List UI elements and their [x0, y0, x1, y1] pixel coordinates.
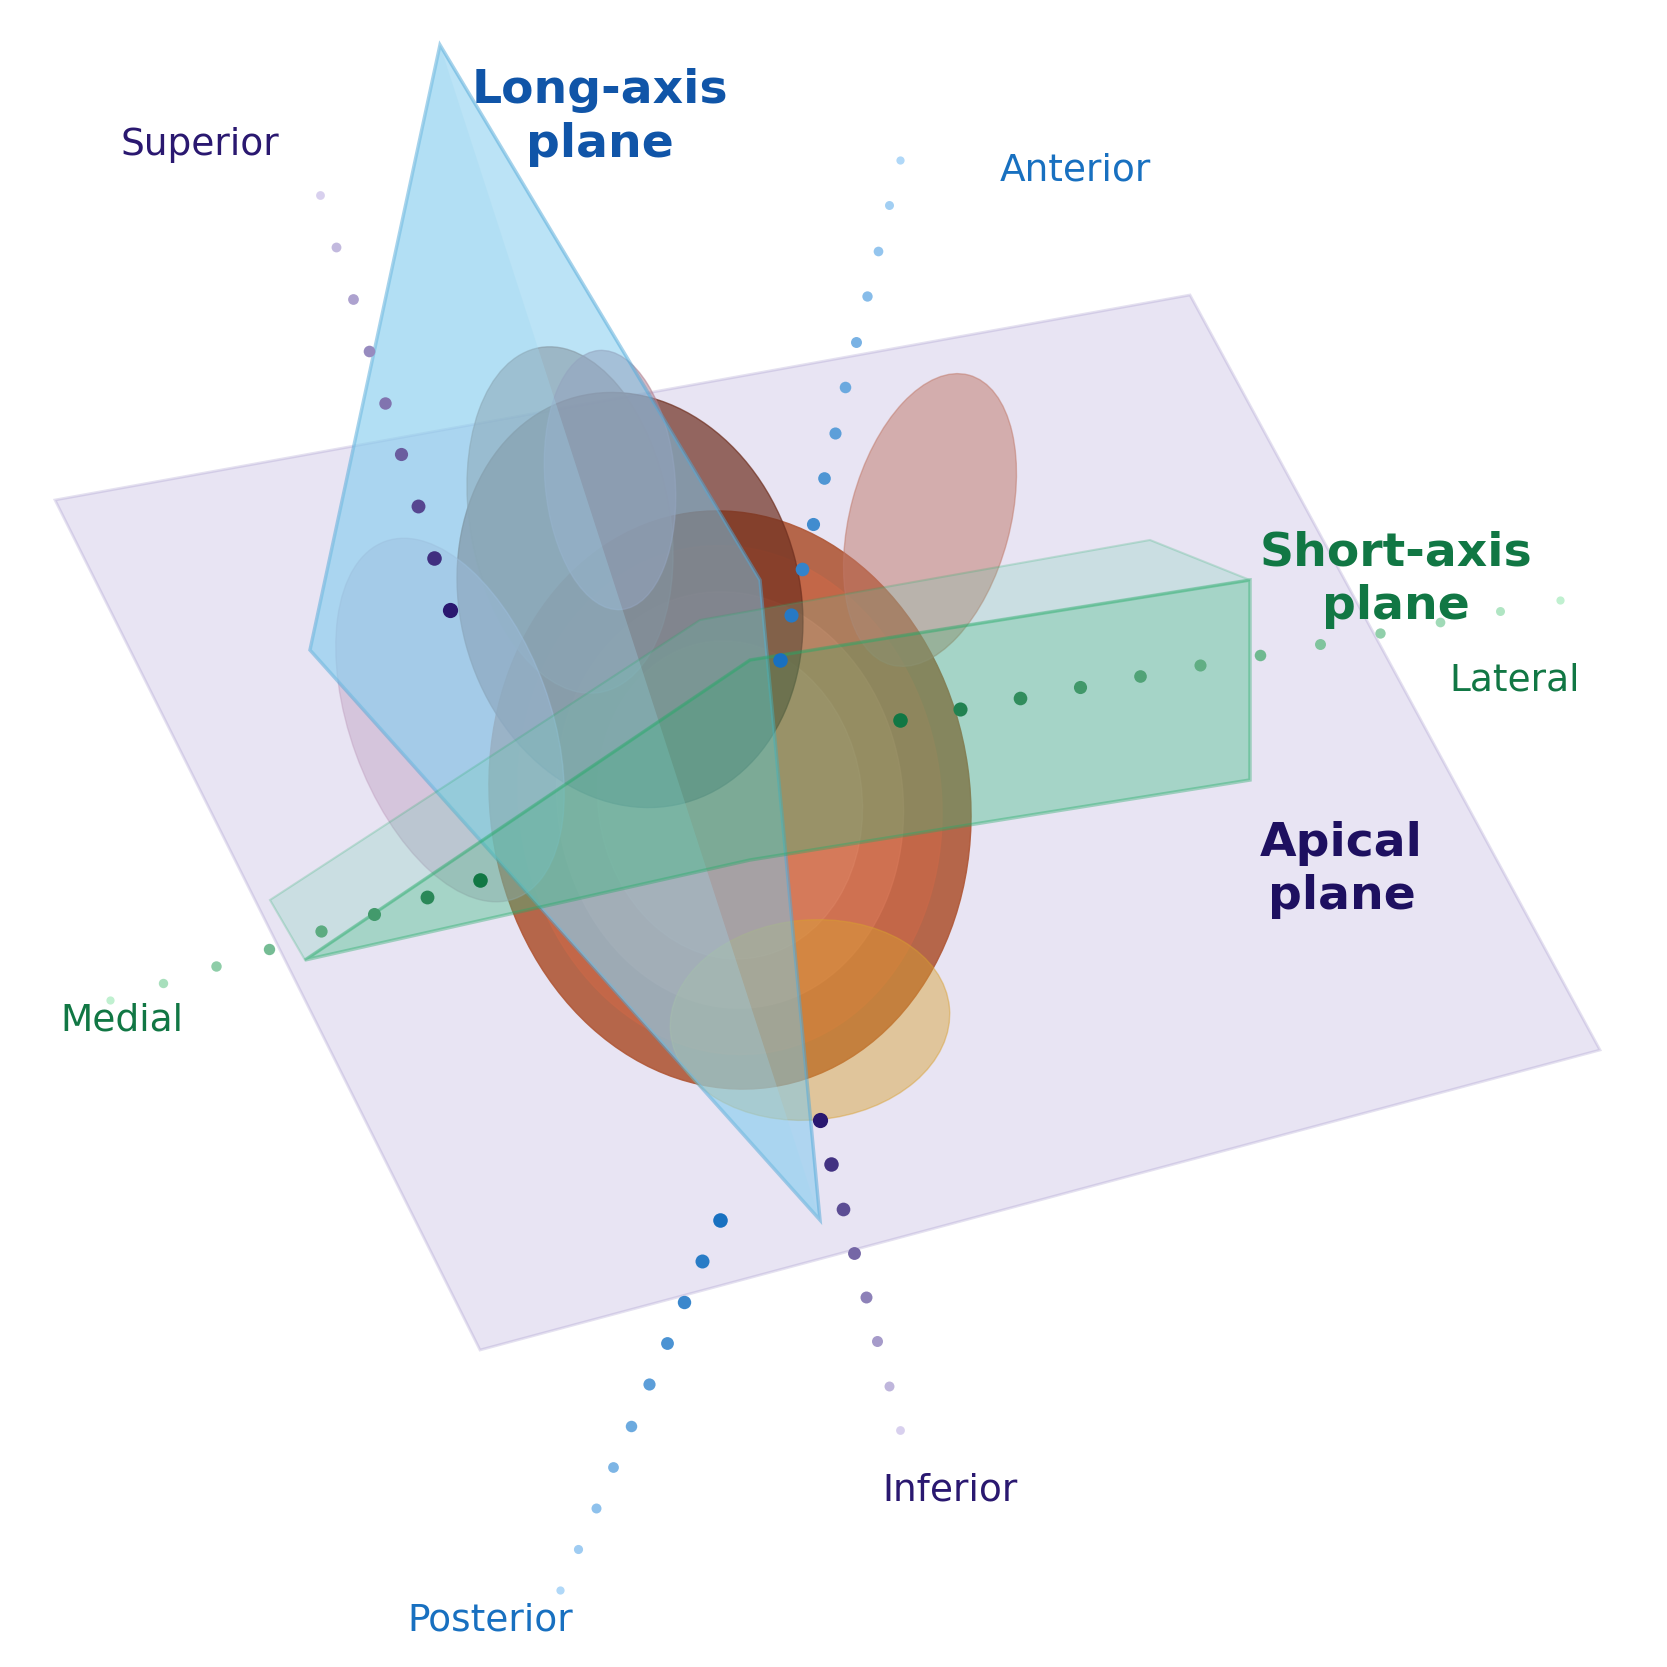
Point — [1187, 652, 1214, 678]
Point — [255, 935, 282, 962]
Ellipse shape — [335, 538, 563, 902]
Point — [1307, 630, 1334, 657]
Point — [308, 919, 335, 945]
Point — [1007, 685, 1034, 712]
Text: Long-axis
plane: Long-axis plane — [472, 68, 728, 167]
Polygon shape — [310, 45, 820, 1220]
Polygon shape — [310, 45, 820, 1220]
Ellipse shape — [457, 392, 803, 807]
Point — [202, 952, 228, 979]
Ellipse shape — [597, 642, 862, 959]
Point — [875, 1372, 902, 1399]
Point — [338, 285, 365, 312]
Ellipse shape — [844, 373, 1017, 667]
Polygon shape — [270, 540, 1250, 960]
Point — [887, 147, 914, 173]
Point — [1547, 587, 1574, 613]
Point — [840, 1240, 867, 1267]
Ellipse shape — [543, 350, 675, 610]
Point — [403, 493, 430, 520]
Point — [672, 1289, 698, 1315]
Point — [887, 1417, 914, 1444]
Point — [852, 1284, 879, 1310]
Point — [1367, 620, 1394, 647]
Point — [875, 192, 902, 218]
Text: Lateral: Lateral — [1450, 662, 1580, 698]
Ellipse shape — [467, 347, 673, 693]
Point — [600, 1454, 627, 1480]
Point — [864, 1329, 890, 1355]
Point — [437, 597, 463, 623]
Polygon shape — [55, 295, 1600, 1350]
Point — [1247, 642, 1274, 668]
Point — [388, 442, 415, 468]
Point — [767, 647, 793, 673]
Text: Anterior: Anterior — [1000, 152, 1152, 188]
Point — [707, 1207, 733, 1234]
Point — [887, 707, 914, 733]
Point — [854, 283, 880, 310]
Point — [947, 695, 974, 722]
Point — [1067, 673, 1094, 700]
Point — [830, 1195, 857, 1222]
Point — [810, 465, 837, 492]
Point — [362, 900, 388, 927]
Ellipse shape — [518, 545, 942, 1055]
Point — [547, 1577, 573, 1604]
Text: Apical
plane: Apical plane — [1260, 820, 1424, 920]
Point — [323, 233, 350, 260]
Ellipse shape — [670, 920, 950, 1120]
Point — [372, 388, 398, 415]
Point — [1487, 597, 1514, 623]
Point — [688, 1249, 715, 1275]
Point — [865, 238, 892, 265]
Polygon shape — [305, 580, 1250, 960]
Text: Short-axis
plane: Short-axis plane — [1260, 530, 1532, 630]
Text: Inferior: Inferior — [882, 1472, 1017, 1509]
Point — [1427, 608, 1454, 635]
Point — [582, 1494, 608, 1520]
Point — [777, 602, 803, 628]
Point — [307, 182, 333, 208]
Text: Superior: Superior — [120, 127, 280, 163]
Ellipse shape — [557, 592, 904, 1009]
Point — [653, 1330, 680, 1357]
Point — [355, 337, 382, 363]
Point — [844, 328, 870, 355]
Point — [467, 867, 493, 894]
Point — [618, 1412, 645, 1439]
Point — [1127, 663, 1154, 690]
Point — [822, 420, 849, 447]
Point — [150, 970, 177, 997]
Point — [420, 545, 447, 572]
Point — [807, 1107, 834, 1134]
Point — [818, 1150, 845, 1177]
Text: Posterior: Posterior — [407, 1602, 573, 1639]
Point — [97, 987, 123, 1014]
Point — [635, 1372, 662, 1399]
Point — [800, 510, 827, 537]
Text: Medial: Medial — [60, 1002, 183, 1039]
Point — [788, 555, 815, 582]
Point — [565, 1535, 592, 1562]
Ellipse shape — [488, 510, 972, 1089]
Point — [832, 373, 859, 400]
Point — [413, 884, 440, 910]
